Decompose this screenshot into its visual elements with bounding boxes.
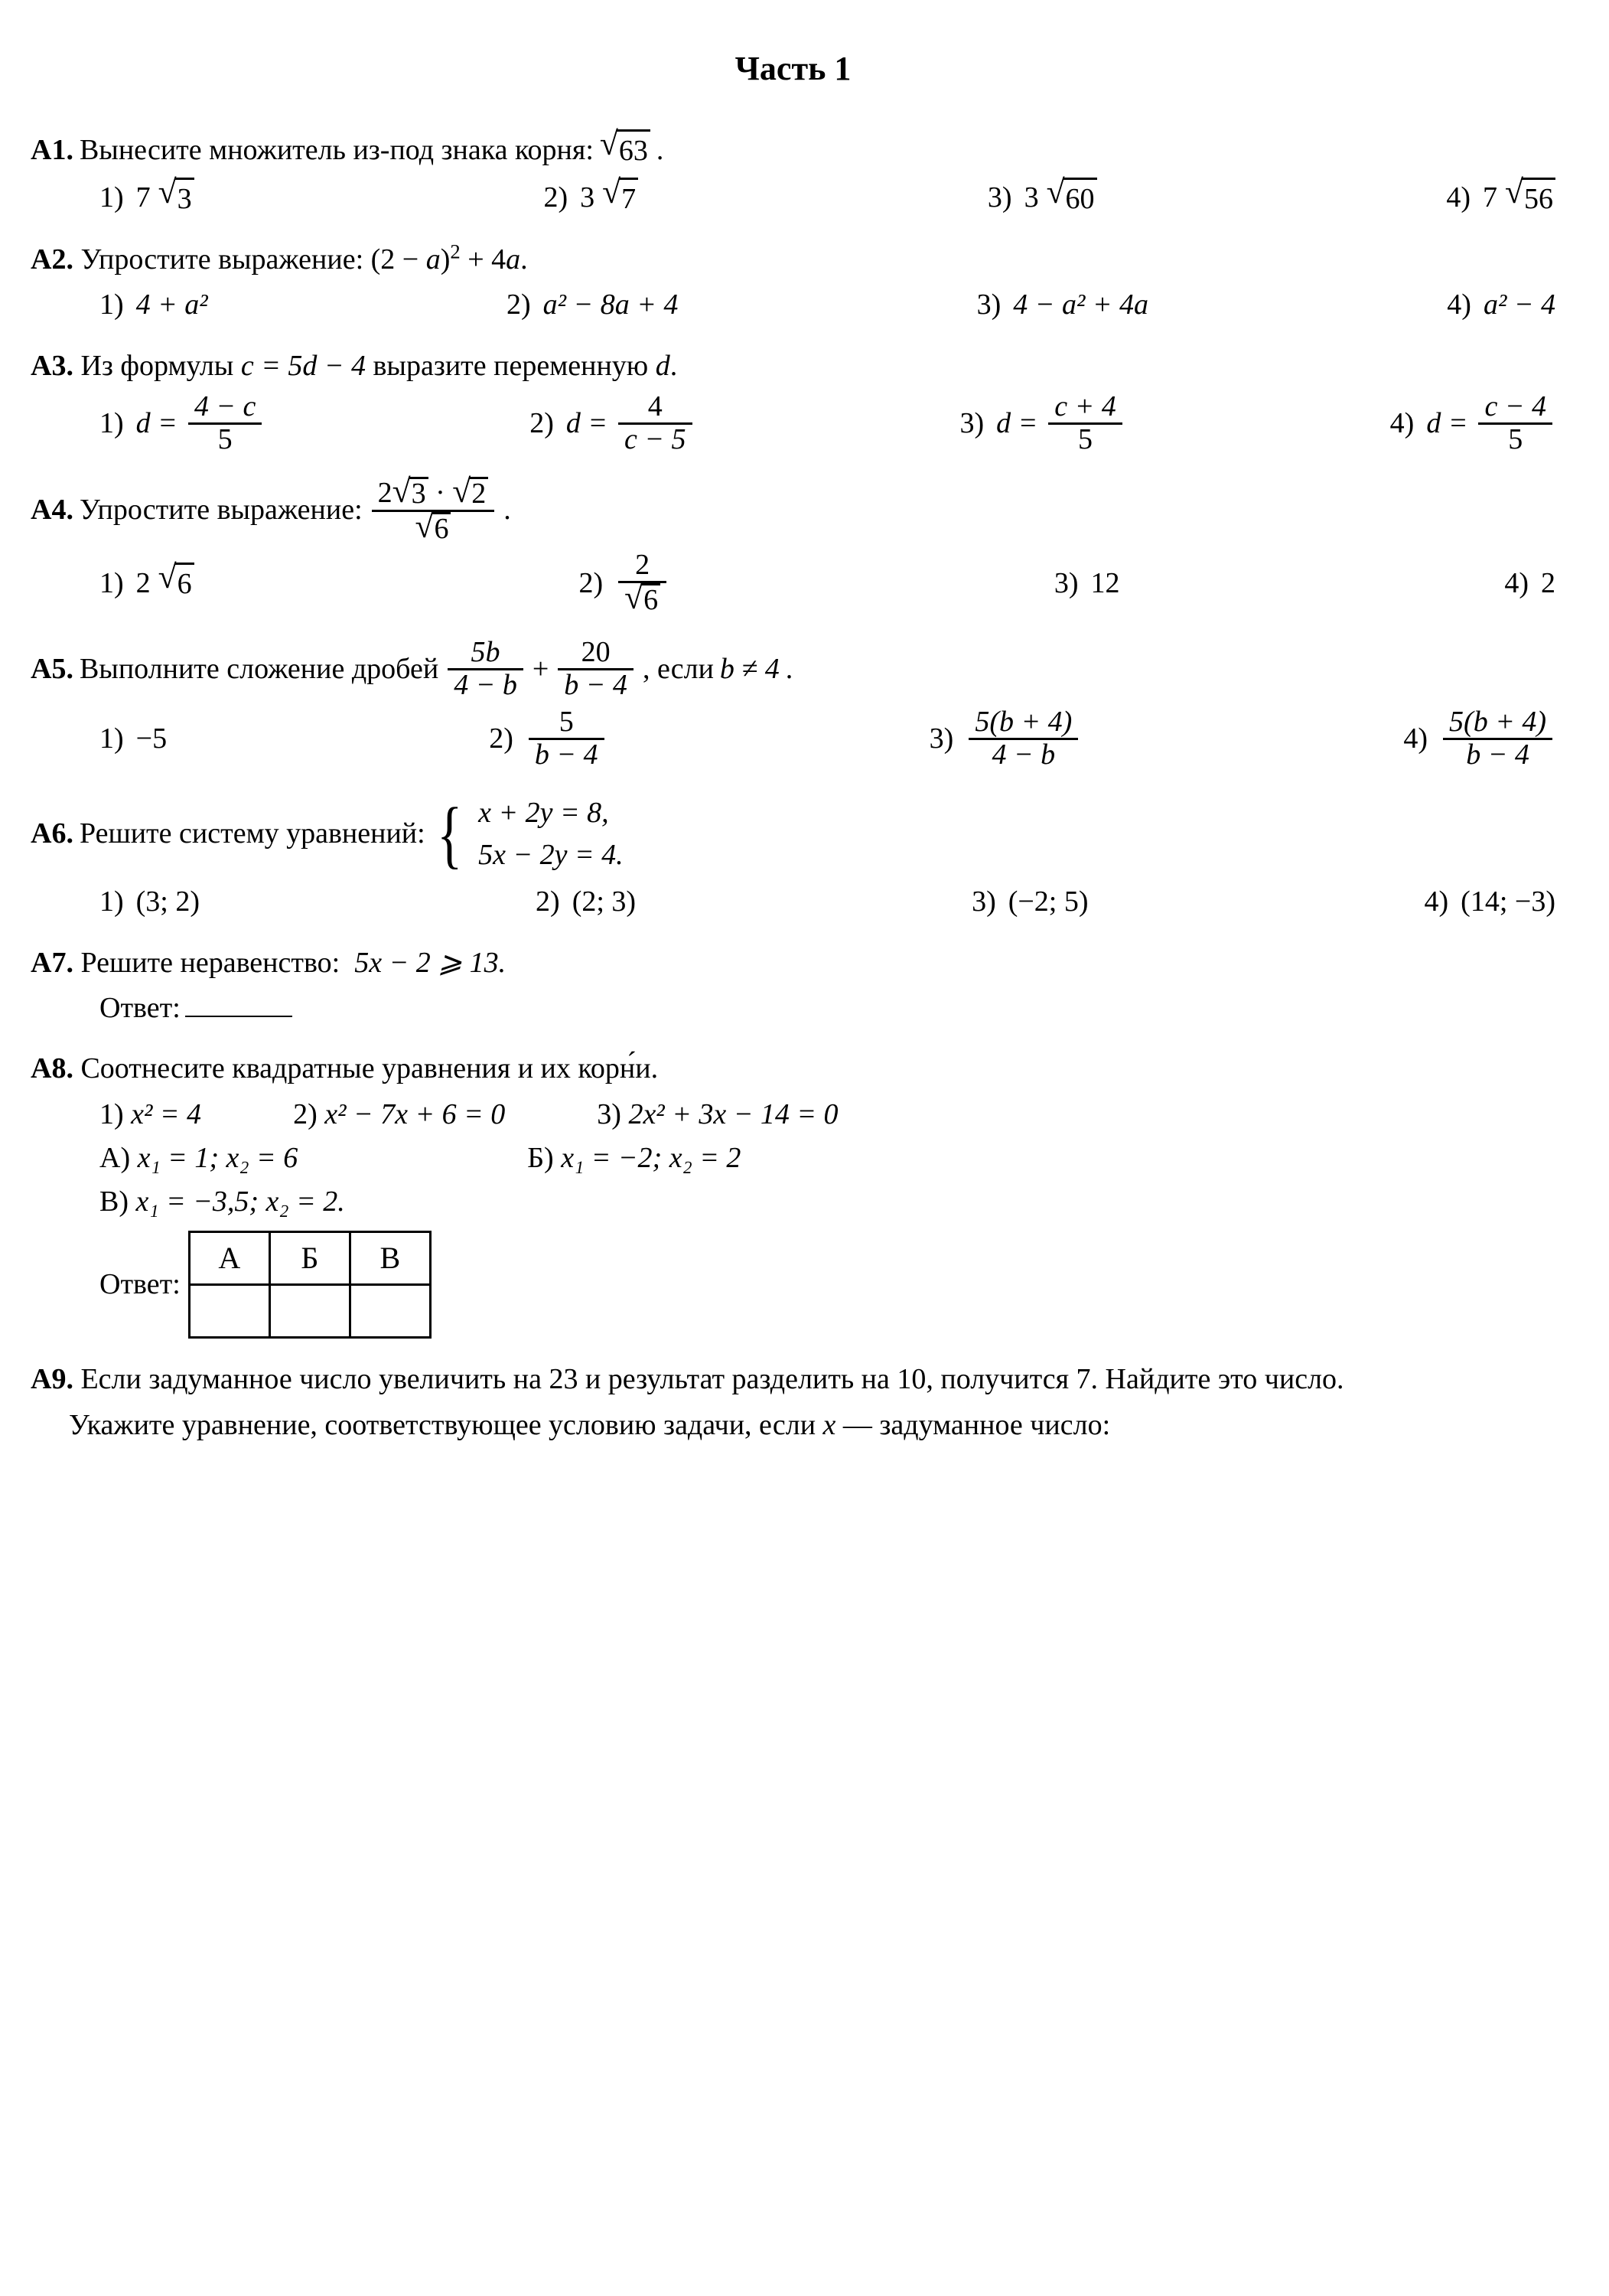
page-title: Часть 1 xyxy=(31,46,1555,91)
a2-opt3: 3)4 − a² + 4a xyxy=(977,285,1148,325)
a8-rootB: Б) x₁ = −2; x₂ = 2 xyxy=(527,1139,741,1178)
a4-opt2: 2)2√6 xyxy=(578,550,669,616)
a4-opt3: 3)12 xyxy=(1054,550,1120,616)
a8-cell-b[interactable] xyxy=(269,1285,350,1338)
a5-opt4: 4)5(b + 4)b − 4 xyxy=(1403,707,1555,771)
a6-options: 1)(3; 2) 2)(2; 3) 3)(−2; 5) 4)(14; −3) xyxy=(99,882,1555,921)
question-a7: А7. Решите неравенство: 5x − 2 ⩾ 13. Отв… xyxy=(31,944,1555,1029)
a6-opt4: 4)(14; −3) xyxy=(1425,882,1555,921)
a8-rootV: В) x₁ = −3,5; x₂ = 2. xyxy=(99,1186,345,1218)
a8-answer-table: А Б В xyxy=(188,1231,432,1339)
a1-opt3: 3)3√60 xyxy=(988,178,1097,219)
a5-opt1: 1)−5 xyxy=(99,707,167,771)
a1-opt2: 2)3√7 xyxy=(543,178,638,219)
a1-root: √63 xyxy=(600,129,650,171)
a8-equations: 1) x² = 4 2) x² − 7x + 6 = 0 3) 2x² + 3x… xyxy=(99,1095,1555,1134)
a3-opt4: 4)d =c − 45 xyxy=(1390,392,1555,455)
a3-stem: А3. Из формулы c = 5d − 4 выразите перем… xyxy=(31,347,1555,386)
a9-line2: Укажите уравнение, соответствующее услов… xyxy=(31,1406,1555,1445)
a4-opt4: 4)2 xyxy=(1504,550,1555,616)
a2-opt4: 4)a² − 4 xyxy=(1447,285,1555,325)
a4-expr: 2√3 · √2 √6 xyxy=(372,477,495,545)
a6-opt3: 3)(−2; 5) xyxy=(972,882,1088,921)
a4-opt1: 1)2√6 xyxy=(99,550,194,616)
a1-stem: А1. Вынесите множитель из-под знака корн… xyxy=(31,129,1555,171)
a2-opt2: 2)a² − 8a + 4 xyxy=(506,285,678,325)
a1-opt1: 1)7√3 xyxy=(99,178,194,219)
a5-stem: А5. Выполните сложение дробей 5b4 − b + … xyxy=(31,638,1555,701)
a5-opt3: 3)5(b + 4)4 − b xyxy=(930,707,1082,771)
a5-options: 1)−5 2)5b − 4 3)5(b + 4)4 − b 4)5(b + 4)… xyxy=(99,707,1555,771)
a3-opt2: 2)d =4c − 5 xyxy=(529,392,695,455)
a9-line1: А9. Если задуманное число увеличить на 2… xyxy=(31,1360,1555,1399)
question-a1: А1. Вынесите множитель из-под знака корн… xyxy=(31,129,1555,219)
a1-options: 1)7√3 2)3√7 3)3√60 4)7√56 xyxy=(99,178,1555,219)
a8-answer: Ответ: А Б В xyxy=(99,1231,1555,1339)
question-a5: А5. Выполните сложение дробей 5b4 − b + … xyxy=(31,638,1555,771)
a4-stem: А4. Упростите выражение: 2√3 · √2 √6 . xyxy=(31,477,1555,545)
question-a6: А6. Решите систему уравнений: { x + 2y =… xyxy=(31,792,1555,922)
a8-eq2: 2) x² − 7x + 6 = 0 xyxy=(293,1095,505,1134)
a7-answer: Ответ: xyxy=(99,989,1555,1028)
a8-rootA: А) x₁ = 1; x₂ = 6 xyxy=(99,1139,298,1178)
a1-num: А1. xyxy=(31,131,73,170)
a8-cell-v[interactable] xyxy=(350,1285,430,1338)
a8-th-b: Б xyxy=(269,1232,350,1285)
a6-stem: А6. Решите систему уравнений: { x + 2y =… xyxy=(31,792,1555,877)
a2-options: 1)4 + a² 2)a² − 8a + 4 3)4 − a² + 4a 4)a… xyxy=(99,285,1555,325)
a3-opt3: 3)d =c + 45 xyxy=(959,392,1125,455)
a1-opt4: 4)7√56 xyxy=(1446,178,1555,219)
a6-opt1: 1)(3; 2) xyxy=(99,882,200,921)
a3-options: 1)d =4 − c5 2)d =4c − 5 3)d =c + 45 4)d … xyxy=(99,392,1555,455)
a5-opt2: 2)5b − 4 xyxy=(489,707,607,771)
a8-th-a: А xyxy=(189,1232,269,1285)
a7-stem: А7. Решите неравенство: 5x − 2 ⩾ 13. xyxy=(31,944,1555,983)
a2-opt1: 1)4 + a² xyxy=(99,285,208,325)
question-a3: А3. Из формулы c = 5d − 4 выразите перем… xyxy=(31,347,1555,455)
question-a4: А4. Упростите выражение: 2√3 · √2 √6 . 1… xyxy=(31,477,1555,617)
a2-stem: А2. Упростите выражение: (2 − a)2 + 4a. xyxy=(31,240,1555,279)
a8-th-v: В xyxy=(350,1232,430,1285)
a7-answer-blank[interactable] xyxy=(185,1016,292,1017)
question-a8: А8. Соотнесите квадратные уравнения и их… xyxy=(31,1049,1555,1339)
question-a9: А9. Если задуманное число увеличить на 2… xyxy=(31,1360,1555,1445)
a8-eq3: 3) 2x² + 3x − 14 = 0 xyxy=(597,1095,838,1134)
a4-options: 1)2√6 2)2√6 3)12 4)2 xyxy=(99,550,1555,616)
a6-opt2: 2)(2; 3) xyxy=(536,882,636,921)
a8-stem: А8. Соотнесите квадратные уравнения и их… xyxy=(31,1049,1555,1088)
a8-roots-row1: А) x₁ = 1; x₂ = 6 Б) x₁ = −2; x₂ = 2 xyxy=(99,1139,1555,1178)
question-a2: А2. Упростите выражение: (2 − a)2 + 4a. … xyxy=(31,240,1555,325)
a1-text: Вынесите множитель из-под знака корня: xyxy=(80,131,594,170)
a6-system: x + 2y = 8, 5x − 2y = 4. xyxy=(478,792,624,877)
a3-opt1: 1)d =4 − c5 xyxy=(99,392,265,455)
a8-cell-a[interactable] xyxy=(189,1285,269,1338)
a8-eq1: 1) x² = 4 xyxy=(99,1095,201,1134)
a8-roots-row2: В) x₁ = −3,5; x₂ = 2. xyxy=(99,1182,1555,1221)
